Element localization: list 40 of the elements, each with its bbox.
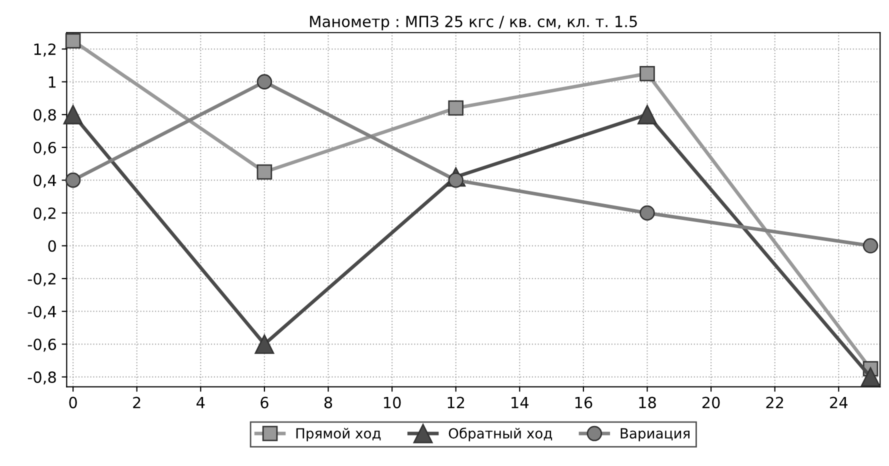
point (65, 33, 81, 48)
y-tick-label: 0,8 (34, 109, 56, 122)
legend-label: Вариация (620, 428, 690, 442)
y-tick-label: 1 (48, 76, 56, 88)
x-tick-label: 6 (260, 396, 268, 408)
legend-label: Обратный ход (448, 428, 552, 442)
x-tick-label: 4 (196, 396, 205, 408)
x-tick-label: 12 (448, 396, 464, 408)
y-tick-label: -0,6 (28, 338, 56, 352)
point (860, 367, 880, 387)
y-tick-label: 0,2 (34, 207, 56, 221)
y-tick-label: -0,2 (28, 273, 56, 286)
x-tick-label: 18 (639, 396, 656, 408)
point (254, 334, 274, 354)
point (640, 66, 655, 82)
x-tick-label: 2 (133, 396, 140, 408)
x-tick-label: 14 (512, 396, 529, 408)
point (640, 205, 655, 221)
point (65, 172, 81, 188)
y-tick-label: 1,2 (34, 43, 56, 57)
legend-label: Прямой ход (296, 428, 381, 442)
chart-title: Манометр : МПЗ 25 кгс / кв. см, кл. т. 1.5 (310, 16, 637, 30)
y-tick-label: -0,8 (28, 371, 56, 385)
y-tick-label: -0,4 (28, 306, 56, 319)
x-tick-label: 16 (575, 396, 592, 408)
x-tick-label: 24 (830, 396, 848, 408)
point (256, 164, 272, 180)
point (63, 104, 83, 124)
y-tick-label: 0,6 (34, 142, 56, 155)
x-tick-label: 22 (766, 396, 784, 408)
x-tick-label: 8 (324, 396, 332, 408)
x-tick-label: 10 (384, 396, 401, 408)
point (448, 100, 464, 116)
point (862, 238, 878, 254)
y-tick-label: 0,4 (34, 174, 56, 188)
point (256, 74, 272, 90)
y-tick-label: 0 (48, 240, 56, 252)
x-tick-label: 20 (702, 396, 720, 408)
x-tick-label: 0 (69, 396, 77, 408)
point (638, 104, 657, 124)
